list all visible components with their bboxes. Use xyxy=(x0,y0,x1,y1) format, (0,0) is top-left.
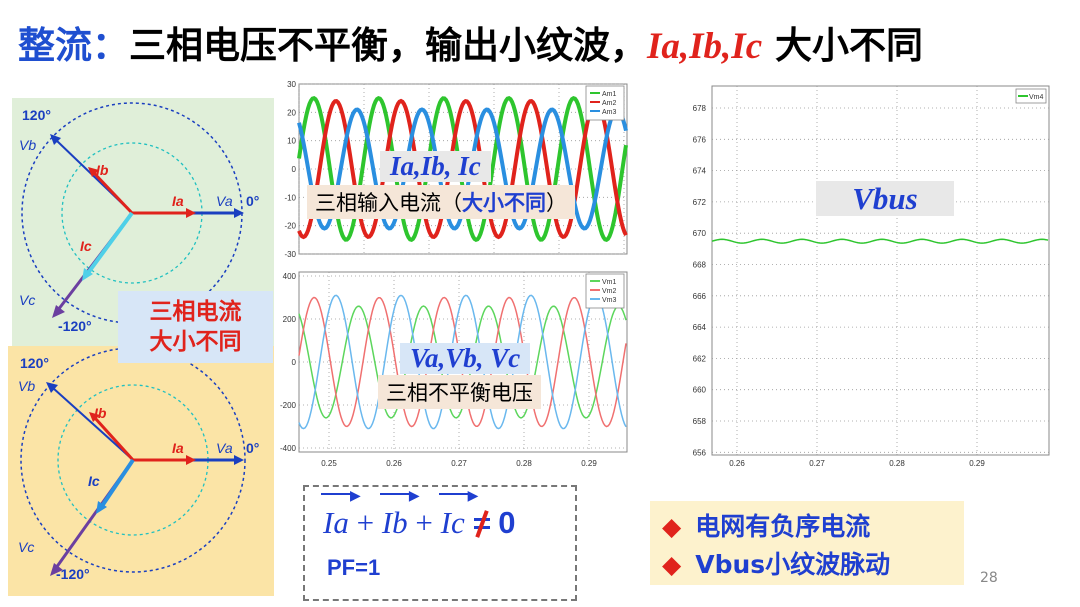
arrow-ia-icon: ▶ xyxy=(350,489,361,504)
page-number: 28 xyxy=(980,570,998,586)
conclusion-bullets: ◆ 电网有负序电流 ◆ Vbus小纹波脉动 xyxy=(650,501,964,585)
bottom-deg-0: 0° xyxy=(246,440,259,456)
y-tick-label: 678 xyxy=(693,104,707,113)
title-part-rectify: 整流： xyxy=(18,24,129,67)
diamond-icon: ◆ xyxy=(662,512,682,541)
y-tick-label: 674 xyxy=(693,167,707,176)
y-tick-label: 0 xyxy=(292,358,297,367)
y-tick-label: 660 xyxy=(693,386,707,395)
current-formula-label: Ia,Ib, Ic xyxy=(380,151,491,182)
diamond-icon: ◆ xyxy=(662,550,682,579)
legend-entry: Am1 xyxy=(602,91,617,98)
callout-line-1: 三相电流 xyxy=(149,299,242,325)
y-tick-label: 668 xyxy=(693,261,707,270)
x-tick-label: 0.27 xyxy=(451,459,467,468)
top-deg-120: 120° xyxy=(22,107,51,123)
slide-title: 整流：三相电压不平衡，输出小纹波，Ia,Ib,Ic 大小不同 xyxy=(18,18,923,74)
zero: 0 xyxy=(498,505,516,540)
current-caption-text: 三相输入电流（ xyxy=(315,191,462,215)
y-tick-label: 676 xyxy=(693,135,707,144)
voltage-caption: 三相不平衡电压 xyxy=(378,375,541,409)
top-label-ib: Ib xyxy=(96,162,109,178)
arrow-ib-icon: ▶ xyxy=(408,489,420,504)
callout-line-2: 大小不同 xyxy=(149,329,242,355)
arrow-ic-icon: ▶ xyxy=(467,489,479,504)
plus-1: + xyxy=(356,505,375,540)
x-tick-label: 0.29 xyxy=(969,459,985,468)
y-tick-label: 670 xyxy=(693,229,707,238)
phasor-diagram-bottom: 120° Vb Ib Ia Va 0° Ic Vc -120° xyxy=(8,346,274,596)
current-unequal-callout: 三相电流 大小不同 xyxy=(118,291,273,363)
bottom-deg-m120: -120° xyxy=(56,566,90,582)
legend-entry: Am3 xyxy=(602,109,617,116)
legend-entry: Am2 xyxy=(602,100,617,107)
bottom-label-ib: Ib xyxy=(94,405,107,421)
top-label-va: Va xyxy=(216,193,233,209)
y-tick-label: 658 xyxy=(693,417,707,426)
legend-entry: Vm1 xyxy=(602,279,617,286)
y-tick-label: -20 xyxy=(284,222,296,231)
top-label-vb: Vb xyxy=(19,137,36,153)
vec-ia: ▶ Ia xyxy=(321,489,361,540)
y-tick-label: 664 xyxy=(693,323,707,332)
x-tick-label: 0.25 xyxy=(321,459,337,468)
voltage-wave-Vm3 xyxy=(298,294,627,430)
legend-entry: Vm2 xyxy=(602,288,617,295)
y-tick-label: 10 xyxy=(287,137,296,146)
y-tick-label: 662 xyxy=(693,354,707,363)
x-tick-label: 0.28 xyxy=(516,459,532,468)
title-part-end: 大小不同 xyxy=(762,24,924,67)
bottom-label-ia: Ia xyxy=(172,440,184,456)
vbus-wave xyxy=(711,238,1049,244)
y-tick-label: 30 xyxy=(287,80,296,89)
x-tick-label: 0.27 xyxy=(809,459,825,468)
bullet-negative-sequence: ◆ 电网有负序电流 xyxy=(662,512,871,541)
bottom-deg-120: 120° xyxy=(20,355,49,371)
legend-entry: Vm4 xyxy=(1029,94,1044,101)
bottom-label-vc: Vc xyxy=(18,539,34,555)
y-tick-label: 400 xyxy=(283,272,297,281)
bottom-label-ic: Ic xyxy=(88,473,100,489)
top-label-vc: Vc xyxy=(19,292,35,308)
top-deg-m120: -120° xyxy=(58,318,92,334)
top-label-ic: Ic xyxy=(80,238,92,254)
bullet-vbus-ripple: ◆ Vbus小纹波脉动 xyxy=(662,550,891,579)
x-tick-label: 0.26 xyxy=(729,459,745,468)
y-tick-label: 0 xyxy=(292,165,297,174)
y-tick-label: -10 xyxy=(284,193,296,202)
y-tick-label: 666 xyxy=(693,292,707,301)
y-tick-label: 672 xyxy=(693,198,707,207)
y-tick-label: -200 xyxy=(280,401,297,410)
top-deg-0: 0° xyxy=(246,193,259,209)
bottom-label-va: Va xyxy=(216,440,233,456)
bottom-label-vb: Vb xyxy=(18,378,35,394)
phasor-sum-note: ▶ Ia + ▶ Ib + ▶ Ic 0 PF=1 xyxy=(303,485,577,601)
top-label-ia: Ia xyxy=(172,193,184,209)
x-tick-label: 0.29 xyxy=(581,459,597,468)
current-caption: 三相输入电流（大小不同） xyxy=(307,185,575,219)
chart-vbus: 678 676 674 672 670 668 666 664 662 660 658 656 0.26… xyxy=(693,85,1050,468)
vec-ib: ▶ Ib xyxy=(379,489,420,540)
power-factor: PF=1 xyxy=(327,555,381,580)
y-tick-label: 656 xyxy=(693,448,707,457)
title-part-main: 三相电压不平衡，输出小纹波， xyxy=(129,24,647,67)
vec-ic: ▶ Ic xyxy=(438,489,479,540)
voltage-formula-label: Va,Vb, Vc xyxy=(400,343,531,374)
vbus-formula-label: Vbus xyxy=(816,181,954,216)
current-caption-bold: 大小不同 xyxy=(462,191,546,215)
x-tick-label: 0.26 xyxy=(386,459,402,468)
y-tick-label: 20 xyxy=(287,108,296,117)
current-caption-end: ） xyxy=(546,191,567,215)
y-tick-label: -400 xyxy=(280,444,297,453)
plus-2: + xyxy=(415,505,433,540)
legend-entry: Vm3 xyxy=(602,297,617,304)
not-equal-sign xyxy=(472,505,491,541)
title-part-currents: Ia,Ib,Ic xyxy=(647,26,763,67)
phasor-sum-equation: ▶ Ia + ▶ Ib + ▶ Ic 0 xyxy=(321,489,516,541)
voltage-wave-Vm2 xyxy=(298,296,627,428)
y-tick-label: 200 xyxy=(283,315,297,324)
x-tick-label: 0.28 xyxy=(889,459,905,468)
y-tick-label: -30 xyxy=(284,250,296,259)
